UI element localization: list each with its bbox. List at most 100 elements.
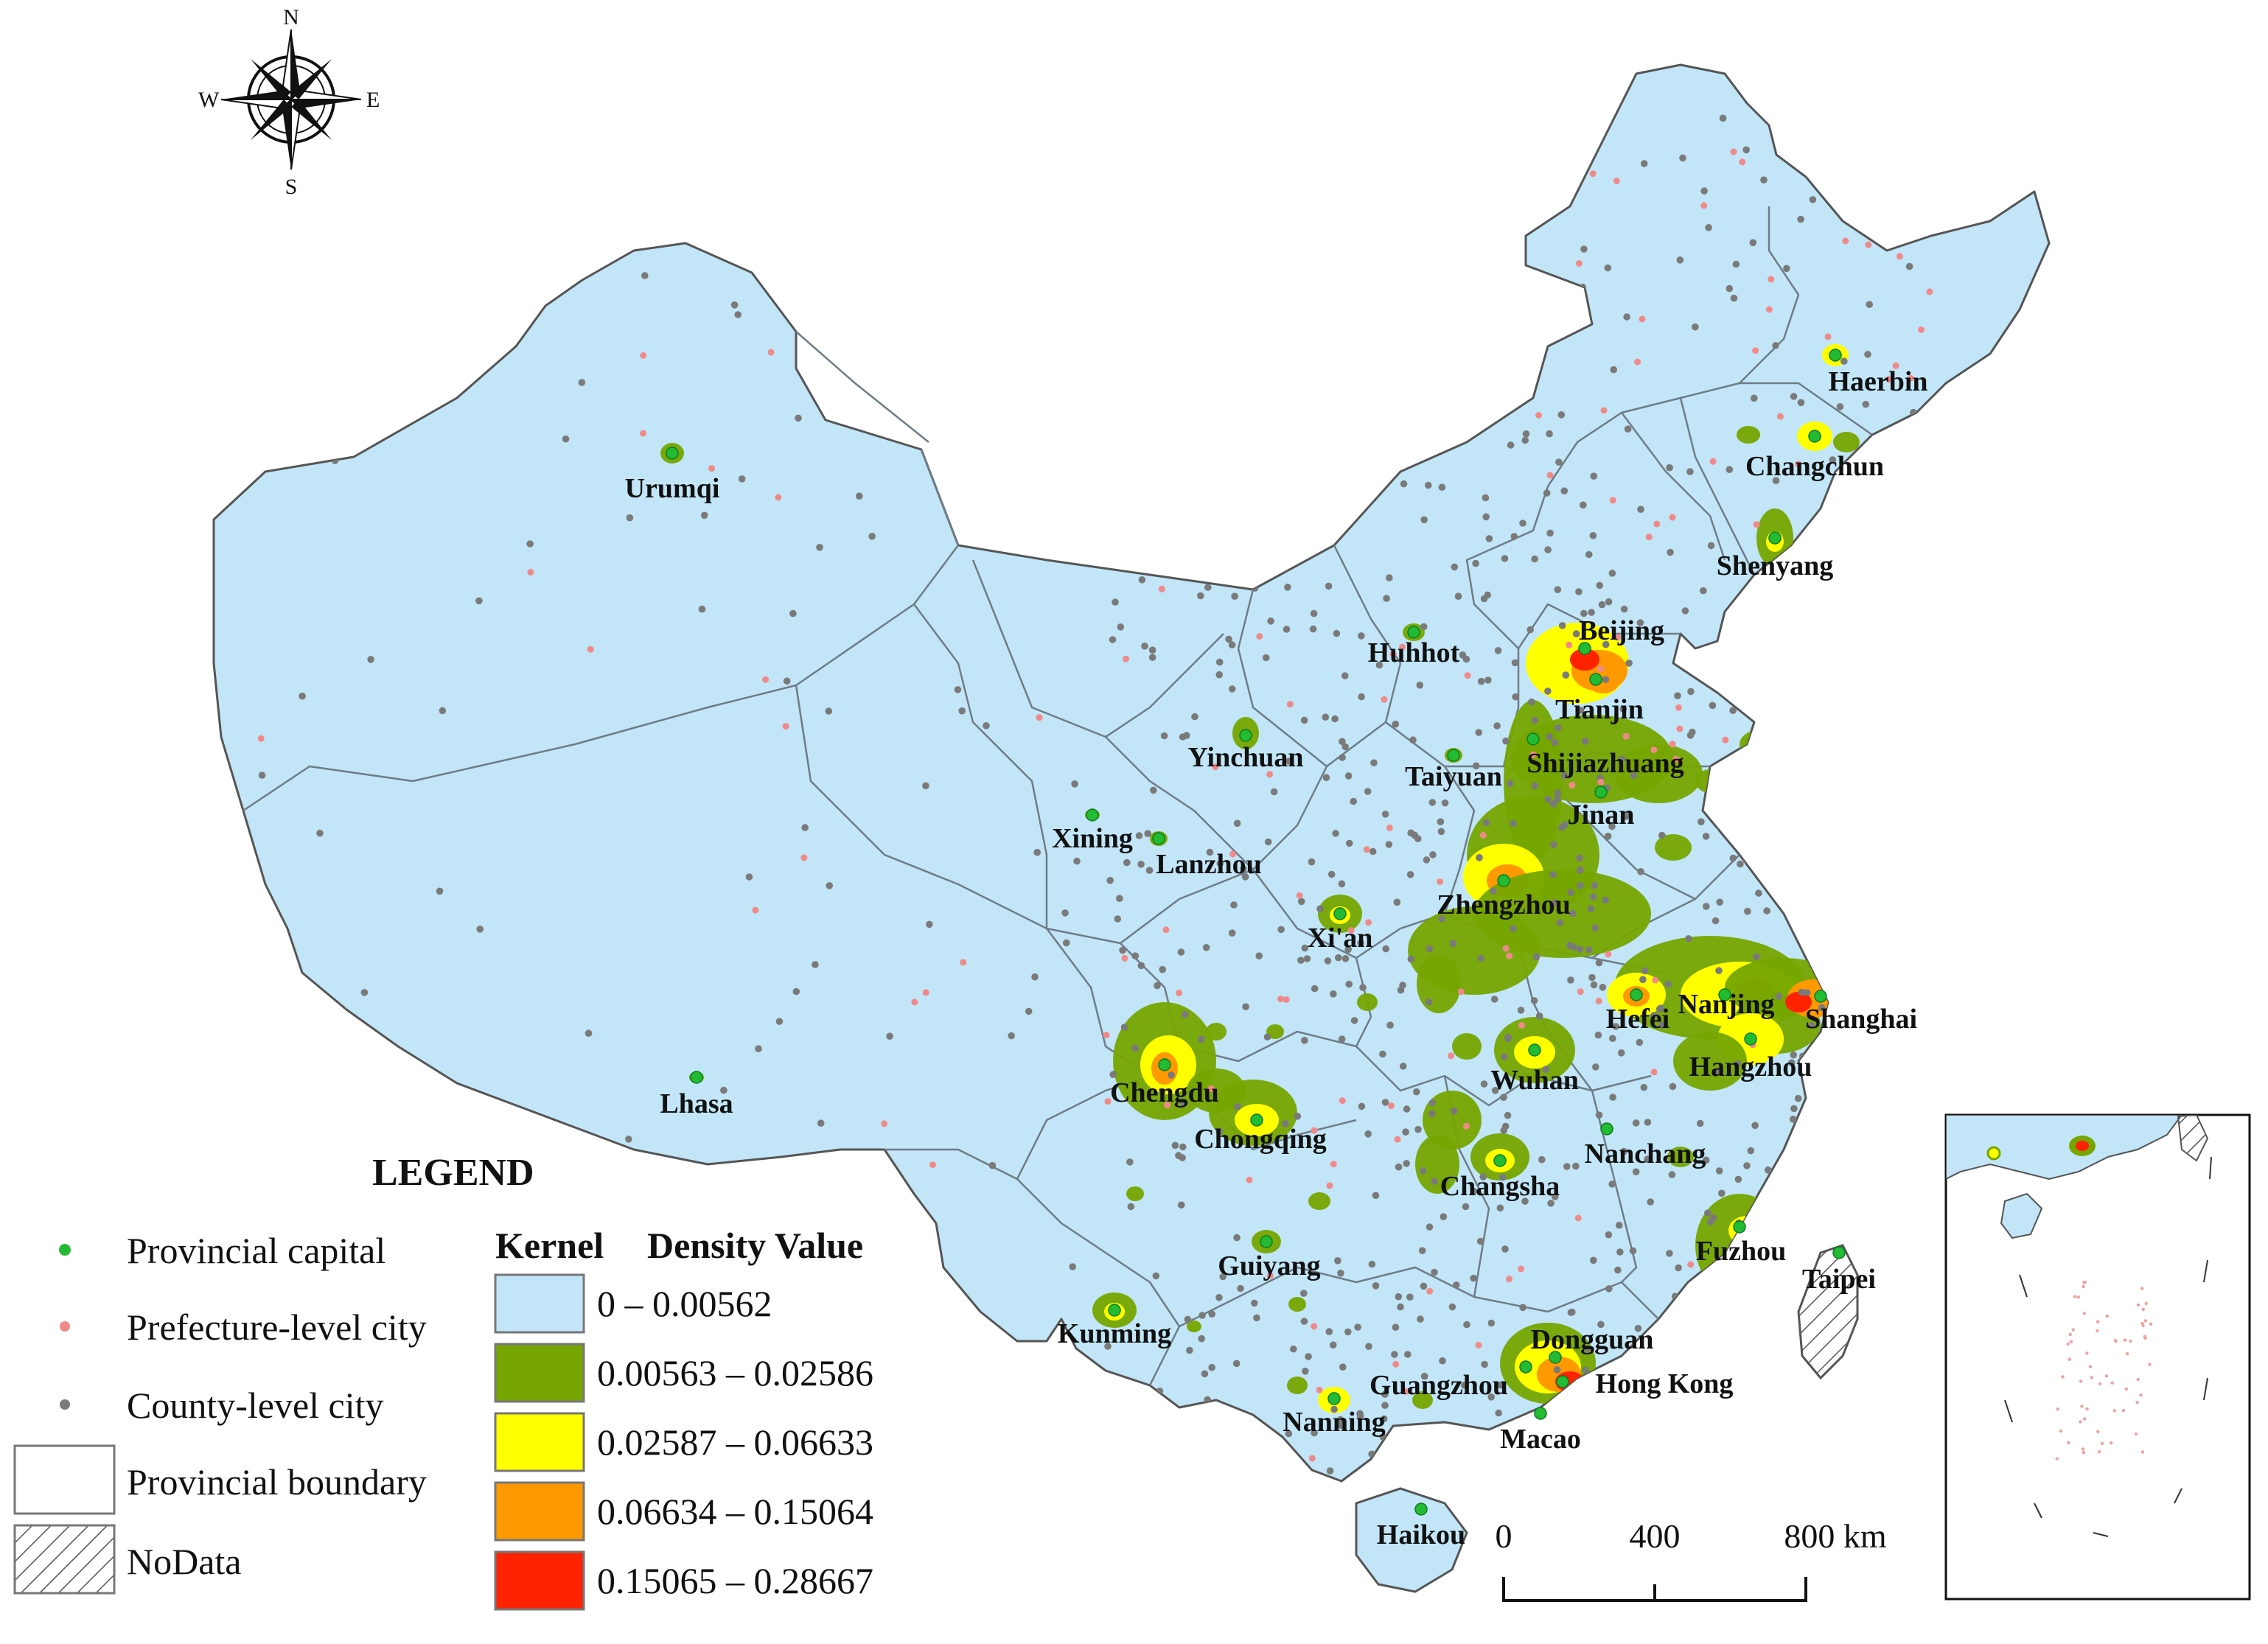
county-city-point	[1895, 1516, 1902, 1523]
county-city-point	[1482, 494, 1490, 502]
prefecture-city-point	[1852, 979, 1860, 987]
county-city-point	[1629, 1247, 1637, 1255]
prefecture-city-point	[1257, 88, 1265, 95]
prefecture-city-point	[1176, 989, 1183, 996]
county-city-point	[1237, 1284, 1244, 1293]
density-blob-class-2	[1288, 1297, 1306, 1312]
county-city-point	[1790, 1105, 1798, 1113]
prefecture-city-point	[1650, 1068, 1658, 1076]
county-city-point	[1341, 672, 1349, 679]
county-city-point	[792, 987, 800, 996]
county-city-point	[1138, 576, 1146, 584]
county-city-point	[1512, 1511, 1520, 1519]
county-city-point	[1168, 1071, 1175, 1079]
county-city-point	[734, 311, 742, 318]
prefecture-city-point	[1926, 288, 1933, 295]
county-city-point	[1551, 1193, 1559, 1200]
county-city-point	[1580, 1500, 1587, 1507]
county-city-point	[1231, 592, 1238, 600]
county-city-point	[1285, 758, 1293, 765]
county-city-point	[1874, 1253, 1882, 1262]
county-city-point	[1751, 834, 1759, 842]
capital-point-xi-an	[1333, 907, 1347, 920]
county-city-point	[1493, 722, 1501, 730]
city-label-xi-an: Xi'an	[1308, 923, 1373, 954]
county-city-point	[1470, 1187, 1478, 1195]
county-city-point	[1808, 1021, 1815, 1029]
county-city-point	[1675, 1501, 1683, 1508]
county-city-point	[1866, 301, 1873, 309]
county-city-point	[1765, 1211, 1773, 1219]
prefecture-city-point	[1597, 665, 1605, 673]
county-city-point	[1700, 187, 1708, 195]
county-city-point	[1857, 1094, 1864, 1102]
county-city-point	[1180, 228, 1187, 236]
county-city-point	[1482, 513, 1490, 521]
county-city-point	[1639, 976, 1647, 984]
county-city-point	[1485, 1495, 1493, 1503]
prefecture-city-point	[1730, 148, 1737, 155]
county-city-point	[1633, 1506, 1641, 1514]
scale-label-400: 400	[1630, 1517, 1681, 1555]
county-city-point	[1417, 1441, 1425, 1449]
county-city-point	[1903, 907, 1911, 915]
china-landmass	[212, 63, 2051, 1483]
county-city-point	[1487, 1393, 1495, 1401]
county-city-point	[1755, 768, 1763, 776]
inset-island-point	[2098, 1382, 2102, 1386]
county-city-point	[1857, 674, 1865, 682]
prefecture-city-point	[1823, 766, 1830, 774]
capital-point-xining	[1086, 808, 1099, 822]
prefecture-city-point	[1546, 472, 1554, 479]
county-city-point	[1400, 480, 1408, 488]
county-city-point	[1161, 236, 1169, 243]
prefecture-city-point	[1470, 1506, 1477, 1513]
county-city-point	[1471, 410, 1479, 418]
county-city-point	[1482, 1556, 1489, 1563]
density-blob-class-2	[1614, 744, 1703, 803]
county-city-point	[1337, 1421, 1345, 1430]
county-city-point	[1302, 1368, 1309, 1375]
county-city-point	[1510, 311, 1518, 319]
prefecture-city-point	[929, 1161, 936, 1169]
county-city-point	[1190, 502, 1198, 510]
county-city-point	[1604, 264, 1612, 272]
county-city-point	[1842, 546, 1849, 553]
county-city-point	[1496, 1204, 1504, 1212]
county-city-point	[1326, 1467, 1334, 1475]
county-city-point	[1393, 898, 1401, 906]
county-city-point	[1300, 182, 1308, 190]
county-city-point	[1840, 1399, 1848, 1407]
county-city-point	[1939, 986, 1946, 994]
legend: LEGEND Provincial capital Prefecture-lev…	[13, 1152, 873, 1611]
county-city-point	[1341, 1536, 1349, 1543]
county-city-point	[1491, 1087, 1499, 1094]
county-city-point	[1234, 402, 1241, 410]
county-city-point	[1391, 1351, 1398, 1358]
county-city-point	[1714, 1067, 1722, 1074]
county-city-point	[1191, 713, 1198, 721]
county-city-point	[1689, 1447, 1696, 1455]
county-city-point	[1928, 205, 1936, 212]
prefecture-city-point	[1150, 523, 1156, 531]
county-city-point	[1462, 1203, 1470, 1211]
county-city-point	[1368, 1450, 1375, 1458]
county-city-point	[1546, 430, 1553, 438]
county-city-point	[886, 1032, 893, 1040]
capital-point-dongguan	[1549, 1351, 1562, 1364]
county-city-point	[1637, 506, 1644, 513]
county-city-point	[1798, 797, 1805, 804]
capital-point-fuzhou	[1733, 1220, 1746, 1234]
county-city-point	[1420, 1282, 1428, 1290]
prefecture-city-point	[1574, 1214, 1582, 1222]
county-city-point	[687, 1551, 694, 1559]
county-city-point	[1898, 428, 1905, 436]
county-city-point	[1835, 1383, 1843, 1391]
prefecture-city-point	[1796, 780, 1804, 788]
county-city-point	[258, 1205, 265, 1213]
county-city-point	[1416, 160, 1423, 167]
county-city-point	[1425, 998, 1433, 1006]
county-city-point	[1632, 1168, 1640, 1175]
county-city-point	[251, 1121, 259, 1128]
county-city-point	[954, 686, 962, 693]
